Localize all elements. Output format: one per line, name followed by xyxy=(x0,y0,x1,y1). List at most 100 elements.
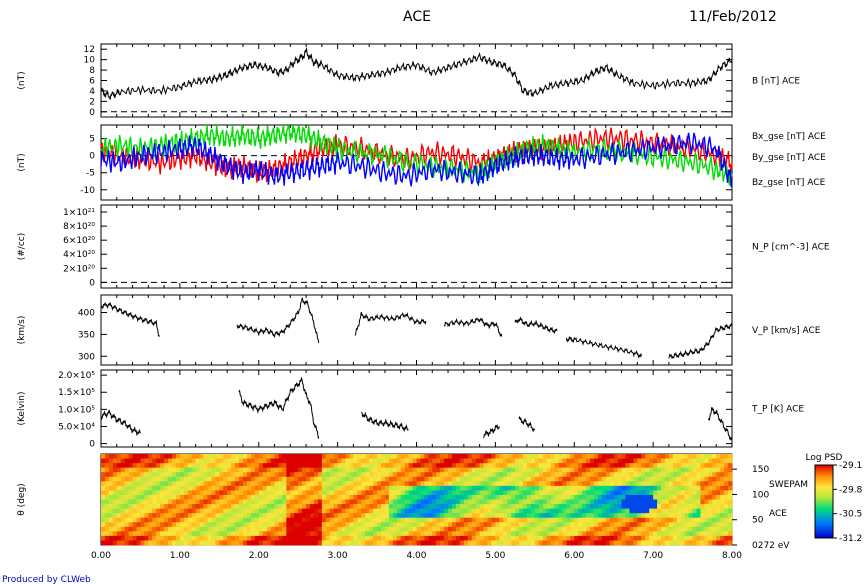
heatmap-cell xyxy=(448,454,453,459)
heatmap-cell xyxy=(526,526,532,532)
heatmap-cell xyxy=(724,490,729,496)
heatmap-cell xyxy=(408,540,413,546)
heatmap-cell xyxy=(436,476,441,482)
heatmap-cell xyxy=(495,490,500,496)
heatmap-cell xyxy=(641,504,646,509)
heatmap-cell xyxy=(140,490,145,496)
heatmap-cell xyxy=(633,490,638,496)
heatmap-cell xyxy=(148,522,153,528)
heatmap-cell xyxy=(467,535,473,541)
heatmap-cell xyxy=(191,472,197,478)
heatmap-cell xyxy=(317,481,323,487)
heatmap-cell xyxy=(432,463,437,469)
heatmap-cell xyxy=(183,463,189,469)
heatmap-cell xyxy=(597,481,603,487)
heatmap-cell xyxy=(235,472,240,478)
heatmap-cell xyxy=(519,472,524,478)
heatmap-cell xyxy=(448,463,453,469)
heatmap-cell xyxy=(262,504,268,509)
heatmap-cell xyxy=(428,513,433,519)
heatmap-cell xyxy=(467,472,473,478)
heatmap-cell xyxy=(455,513,461,519)
heatmap-cell xyxy=(704,526,709,532)
heatmap-cell xyxy=(621,513,626,519)
heatmap-cell xyxy=(124,531,129,537)
heatmap-cell xyxy=(239,522,244,528)
heatmap-cell xyxy=(511,494,516,500)
heatmap-cell xyxy=(463,463,469,469)
heatmap-cell xyxy=(436,540,441,546)
heatmap-cell xyxy=(688,508,693,514)
heatmap-cell xyxy=(455,485,461,491)
heatmap-cell xyxy=(392,508,398,514)
heatmap-cell xyxy=(341,485,346,491)
heatmap-cell xyxy=(286,494,291,500)
heatmap-cell xyxy=(455,467,461,473)
heatmap-cell xyxy=(467,467,473,473)
heatmap-cell xyxy=(625,508,630,514)
heatmap-cell xyxy=(522,522,528,528)
heatmap-cell xyxy=(649,535,654,541)
heatmap-cell xyxy=(708,522,713,528)
heatmap-cell xyxy=(664,490,670,496)
heatmap-cell xyxy=(554,458,559,464)
heatmap-cell xyxy=(440,522,445,528)
y-axis-label: (nT) xyxy=(17,71,27,89)
heatmap-cell xyxy=(550,485,555,491)
heatmap-cell xyxy=(215,463,220,469)
heatmap-cell xyxy=(168,531,173,537)
heatmap-cell xyxy=(436,535,441,541)
heatmap-cell xyxy=(381,454,386,459)
heatmap-cell xyxy=(424,513,429,519)
heatmap-cell xyxy=(231,526,236,532)
heatmap-cell xyxy=(605,513,611,519)
heatmap-cell xyxy=(499,522,504,528)
heatmap-cell xyxy=(444,494,449,500)
heatmap-cell xyxy=(317,513,323,519)
heatmap-cell xyxy=(495,526,500,532)
heatmap-cell xyxy=(724,494,729,500)
heatmap-cell xyxy=(424,490,429,496)
heatmap-cell xyxy=(128,540,133,546)
heatmap-cell xyxy=(317,490,323,496)
heatmap-cell xyxy=(696,540,701,546)
heatmap-cell xyxy=(597,485,603,491)
heatmap-cell xyxy=(361,467,366,473)
heatmap-cell xyxy=(609,494,615,500)
heatmap-cell xyxy=(617,476,622,482)
heatmap-cell xyxy=(546,531,551,537)
heatmap-cell xyxy=(108,463,114,469)
heatmap-cell xyxy=(566,508,571,514)
heatmap-cell xyxy=(274,522,279,528)
heatmap-cell xyxy=(534,526,540,532)
heatmap-cell xyxy=(357,499,362,505)
heatmap-cell xyxy=(298,513,303,519)
heatmap-cell xyxy=(436,531,441,537)
heatmap-cell xyxy=(590,522,595,528)
heatmap-cell xyxy=(471,513,477,519)
heatmap-cell xyxy=(219,490,224,496)
series-line-6 xyxy=(707,406,733,441)
heatmap-cell xyxy=(661,499,666,505)
y-tick-label: 1×10²¹ xyxy=(63,208,95,218)
heatmap-cell xyxy=(357,485,362,491)
heatmap-cell xyxy=(546,535,551,541)
heatmap-cell xyxy=(408,494,413,500)
heatmap-cell xyxy=(657,504,662,509)
heatmap-cell xyxy=(511,535,516,541)
heatmap-cell xyxy=(633,485,638,491)
heatmap-cell xyxy=(661,454,666,459)
heatmap-cell xyxy=(617,504,622,509)
heatmap-cell xyxy=(404,513,410,519)
heatmap-cell xyxy=(716,472,721,478)
heatmap-cell xyxy=(716,481,721,487)
heatmap-cell xyxy=(700,531,705,537)
heatmap-cell xyxy=(416,454,421,459)
heatmap-cell xyxy=(475,517,480,523)
heatmap-cell xyxy=(337,531,342,537)
heatmap-cell xyxy=(156,458,161,464)
heatmap-cell xyxy=(613,540,619,546)
heatmap-cell xyxy=(562,463,567,469)
heatmap-cell xyxy=(550,508,555,514)
heatmap-cell xyxy=(471,454,477,459)
